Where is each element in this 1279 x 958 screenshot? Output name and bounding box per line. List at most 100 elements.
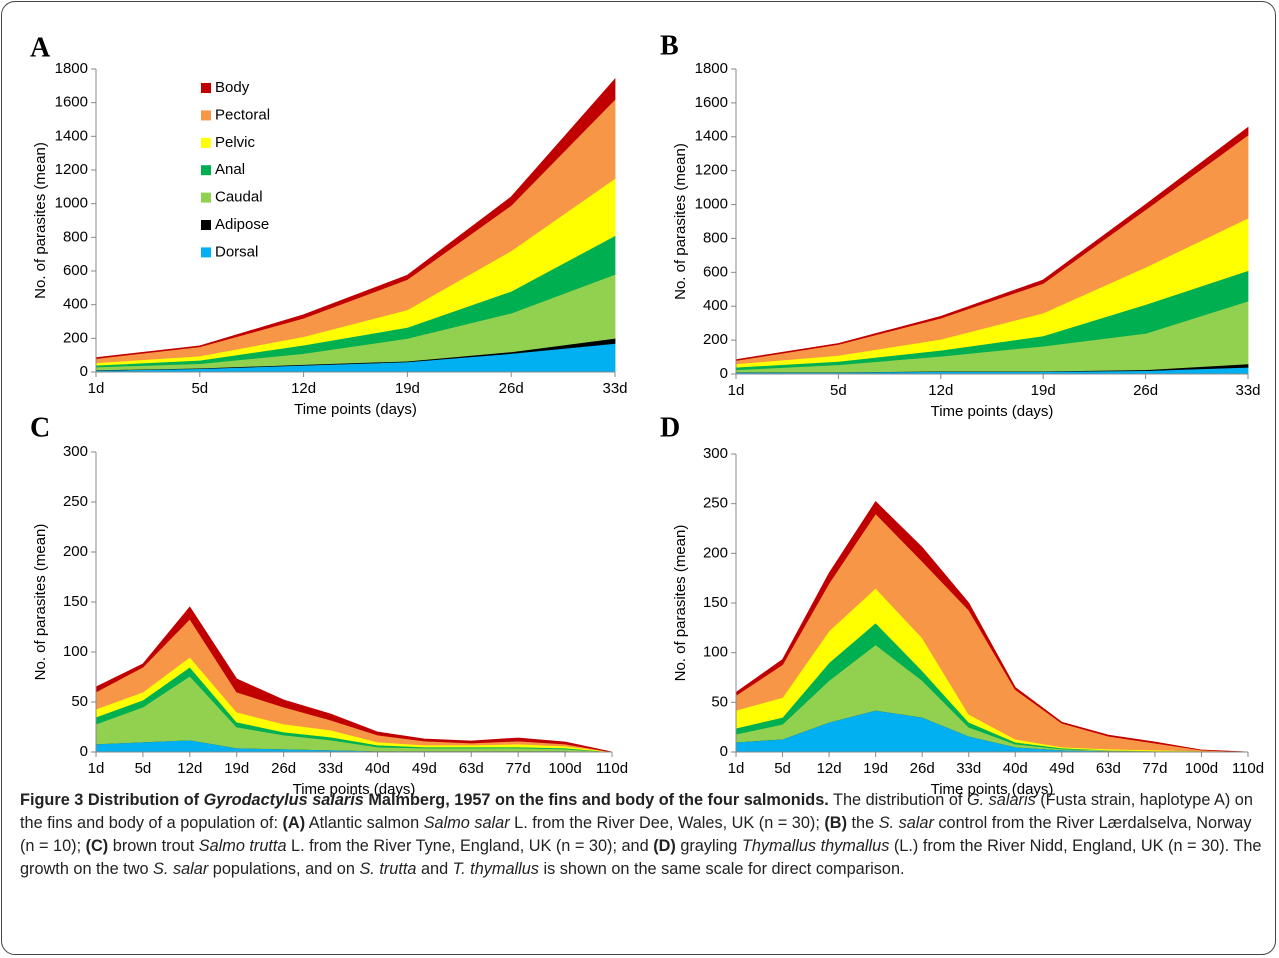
y-tick-label: 0 xyxy=(720,743,728,760)
caption-text: L. from the River Tyne, England, UK (n =… xyxy=(286,837,654,855)
caption-text: brown trout xyxy=(108,837,199,855)
legend-label: Pelvic xyxy=(215,134,256,151)
y-tick-label: 1200 xyxy=(55,161,88,178)
x-tick-label: 19d xyxy=(1031,382,1056,399)
caption-text: Salmo trutta xyxy=(198,837,287,855)
x-tick-label: 63d xyxy=(459,760,484,777)
legend-swatch xyxy=(201,137,211,148)
x-axis-title: Time points (days) xyxy=(293,781,416,798)
x-axis-title: Time points (days) xyxy=(931,781,1054,798)
y-tick-label: 1800 xyxy=(695,60,728,77)
x-tick-label: 19d xyxy=(863,760,888,777)
caption-text: G. salaris xyxy=(966,791,1036,809)
caption-text: (D) xyxy=(653,837,676,855)
caption: Figure 3 Distribution of Gyrodactylus sa… xyxy=(20,789,1265,881)
legend: Body Pectoral Pelvic Anal Caudal Adipose Dorsa… xyxy=(201,79,270,260)
y-tick-label: 800 xyxy=(703,229,728,246)
x-tick-label: 5d xyxy=(135,760,152,777)
y-tick-label: 100 xyxy=(63,643,88,660)
caption-text: (C) xyxy=(85,837,109,855)
x-tick-label: 49d xyxy=(412,760,437,777)
legend-swatch xyxy=(201,165,211,176)
caption-text: L. from the River Dee, Wales, UK (n = 30… xyxy=(509,814,825,832)
x-tick-label: 33d xyxy=(1235,382,1260,399)
y-tick-label: 300 xyxy=(703,445,728,462)
x-tick-label: 12d xyxy=(817,760,842,777)
y-tick-label: 1400 xyxy=(55,127,88,144)
panel-label: C xyxy=(30,412,50,443)
y-tick-label: 50 xyxy=(71,693,88,710)
chart-panel: 0 200 400 600 800 1000 1200 1400 1600 1800 1d 5d 12d… xyxy=(660,30,1261,420)
x-tick-label: 33d xyxy=(318,760,343,777)
caption-text: and xyxy=(416,860,453,878)
caption-text: (B) xyxy=(824,814,847,832)
caption-text: S. trutta xyxy=(359,860,417,878)
x-tick-label: 40d xyxy=(1003,760,1028,777)
caption-text: (A) xyxy=(282,814,306,832)
legend-label: Body xyxy=(215,79,250,96)
caption-text: the xyxy=(847,814,879,832)
x-tick-label: 100d xyxy=(1185,760,1218,777)
y-axis-title: No. of parasites (mean) xyxy=(32,142,49,299)
caption-text: Atlantic salmon xyxy=(305,814,424,832)
y-tick-label: 1200 xyxy=(695,162,728,179)
legend-label: Dorsal xyxy=(215,243,258,260)
x-tick-label: 1d xyxy=(88,380,105,397)
x-tick-label: 33d xyxy=(602,380,627,397)
y-tick-label: 200 xyxy=(703,544,728,561)
x-axis-title: Time points (days) xyxy=(931,403,1054,420)
caption-text: S. salar xyxy=(878,814,934,832)
y-tick-label: 1000 xyxy=(55,195,88,212)
x-tick-label: 1d xyxy=(728,760,745,777)
caption-text: populations, and on xyxy=(208,860,360,878)
caption-text: Thymallus thymallus xyxy=(741,837,890,855)
caption-text: Malmberg, 1957 on the fins and body of t… xyxy=(363,791,829,809)
y-tick-label: 400 xyxy=(63,296,88,313)
y-tick-label: 800 xyxy=(63,228,88,245)
chart-panel: 0 50 100 150 200 250 300 1d 5d 12d 19d 26d 33d 40d 49d… xyxy=(30,412,628,798)
area xyxy=(95,606,613,753)
y-tick-label: 1600 xyxy=(55,94,88,111)
y-tick-label: 1400 xyxy=(695,128,728,145)
legend-label: Caudal xyxy=(215,189,263,206)
x-tick-label: 26d xyxy=(910,760,935,777)
chart-panel: 0 50 100 150 200 250 300 1d 5d 12d 19d 26d 33d 40d 49d… xyxy=(660,412,1264,798)
caption-text: The distribution of xyxy=(828,791,967,809)
y-tick-label: 200 xyxy=(63,543,88,560)
legend-swatch xyxy=(201,192,211,203)
y-tick-label: 150 xyxy=(703,594,728,611)
y-tick-label: 0 xyxy=(720,365,728,382)
x-tick-label: 12d xyxy=(177,760,202,777)
x-tick-label: 26d xyxy=(499,380,524,397)
x-tick-label: 5d xyxy=(774,760,791,777)
x-tick-label: 63d xyxy=(1096,760,1121,777)
caption-text: T. thymallus xyxy=(452,860,539,878)
y-tick-label: 600 xyxy=(703,263,728,280)
x-tick-label: 49d xyxy=(1049,760,1074,777)
legend-label: Pectoral xyxy=(215,106,270,123)
caption-text: control from the River Lærdalselva, Norw… xyxy=(20,814,1257,855)
x-tick-label: 26d xyxy=(1133,382,1158,399)
caption-text: Salmo salar xyxy=(423,814,510,832)
x-tick-label: 5d xyxy=(830,382,847,399)
y-tick-label: 150 xyxy=(63,593,88,610)
legend-label: Adipose xyxy=(215,216,269,233)
y-axis-title: No. of parasites (mean) xyxy=(672,525,689,682)
y-tick-label: 1800 xyxy=(55,60,88,77)
x-tick-label: 40d xyxy=(365,760,390,777)
legend-label: Anal xyxy=(215,161,245,178)
y-tick-label: 300 xyxy=(63,443,88,460)
caption-text: Gyrodactylus salaris xyxy=(203,791,364,809)
y-tick-label: 1600 xyxy=(695,94,728,111)
y-tick-label: 200 xyxy=(63,329,88,346)
x-tick-label: 19d xyxy=(395,380,420,397)
caption-text: grayling xyxy=(675,837,742,855)
chart-panel: 0 200 400 600 800 1000 1200 1400 1600 1800 1d 5d 12d… xyxy=(30,32,628,418)
legend-swatch xyxy=(201,247,211,258)
x-tick-label: 100d xyxy=(548,760,581,777)
x-tick-label: 1d xyxy=(88,760,105,777)
y-tick-label: 200 xyxy=(703,331,728,348)
panel-label: A xyxy=(30,32,51,63)
x-tick-label: 1d xyxy=(728,382,745,399)
